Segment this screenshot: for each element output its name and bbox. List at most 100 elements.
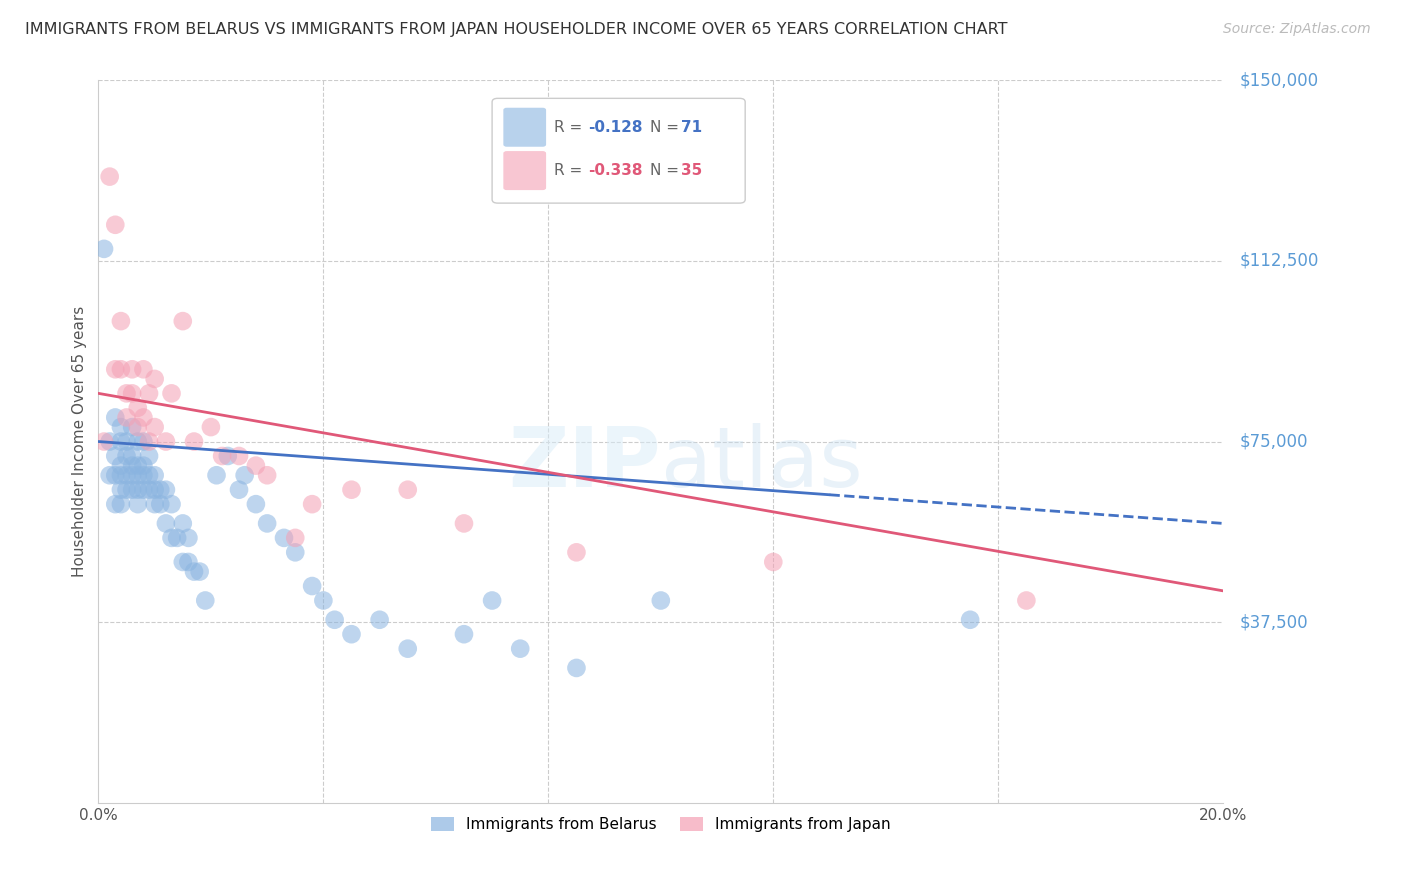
- Point: [127, 434, 149, 449]
- Point: [301, 579, 323, 593]
- Point: [104, 410, 127, 425]
- Point: [104, 449, 127, 463]
- Point: [132, 483, 155, 497]
- Point: [188, 565, 211, 579]
- Point: [284, 531, 307, 545]
- Point: [132, 362, 155, 376]
- Point: [104, 497, 127, 511]
- Point: [121, 483, 143, 497]
- Point: [368, 613, 391, 627]
- Point: [104, 362, 127, 376]
- Point: [121, 386, 143, 401]
- Point: [396, 483, 419, 497]
- Point: [1015, 593, 1038, 607]
- Point: [143, 483, 166, 497]
- Point: [121, 458, 143, 473]
- Point: [93, 434, 115, 449]
- Point: [121, 449, 143, 463]
- Point: [132, 468, 155, 483]
- Point: [155, 434, 177, 449]
- Point: [217, 449, 239, 463]
- Point: [98, 468, 121, 483]
- Point: [143, 420, 166, 434]
- Point: [323, 613, 346, 627]
- Point: [98, 169, 121, 184]
- Point: [155, 516, 177, 531]
- Point: [340, 483, 363, 497]
- Point: [115, 468, 138, 483]
- Point: [565, 545, 588, 559]
- Point: [284, 545, 307, 559]
- Point: [121, 362, 143, 376]
- Point: [115, 434, 138, 449]
- Point: [177, 531, 200, 545]
- Point: [160, 531, 183, 545]
- Text: N =: N =: [650, 120, 683, 135]
- Point: [256, 468, 278, 483]
- Point: [183, 565, 205, 579]
- Point: [127, 468, 149, 483]
- Point: [959, 613, 981, 627]
- Text: 35: 35: [681, 163, 703, 178]
- Point: [565, 661, 588, 675]
- Point: [149, 497, 172, 511]
- Point: [177, 555, 200, 569]
- Point: [115, 410, 138, 425]
- Point: [160, 386, 183, 401]
- Text: ZIP: ZIP: [509, 423, 661, 504]
- Point: [132, 458, 155, 473]
- Point: [762, 555, 785, 569]
- Text: 71: 71: [681, 120, 702, 135]
- Point: [172, 314, 194, 328]
- Text: atlas: atlas: [661, 423, 862, 504]
- Point: [138, 449, 160, 463]
- Point: [194, 593, 217, 607]
- Point: [228, 449, 250, 463]
- Text: $150,000: $150,000: [1240, 71, 1319, 89]
- Point: [110, 483, 132, 497]
- Point: [453, 627, 475, 641]
- Point: [205, 468, 228, 483]
- FancyBboxPatch shape: [503, 151, 546, 190]
- Point: [172, 555, 194, 569]
- Point: [245, 458, 267, 473]
- Text: R =: R =: [554, 120, 588, 135]
- Text: $37,500: $37,500: [1240, 613, 1309, 632]
- Point: [127, 458, 149, 473]
- Point: [127, 420, 149, 434]
- Point: [340, 627, 363, 641]
- Point: [650, 593, 672, 607]
- Point: [143, 497, 166, 511]
- Point: [453, 516, 475, 531]
- Point: [228, 483, 250, 497]
- Text: R =: R =: [554, 163, 588, 178]
- Point: [110, 314, 132, 328]
- Point: [115, 386, 138, 401]
- Legend: Immigrants from Belarus, Immigrants from Japan: Immigrants from Belarus, Immigrants from…: [425, 811, 897, 838]
- Point: [256, 516, 278, 531]
- Point: [166, 531, 188, 545]
- Point: [115, 449, 138, 463]
- Point: [104, 218, 127, 232]
- Point: [98, 434, 121, 449]
- Text: Source: ZipAtlas.com: Source: ZipAtlas.com: [1223, 22, 1371, 37]
- Point: [121, 420, 143, 434]
- Point: [121, 468, 143, 483]
- Point: [127, 401, 149, 415]
- FancyBboxPatch shape: [503, 108, 546, 147]
- Point: [110, 434, 132, 449]
- Point: [143, 468, 166, 483]
- Text: $75,000: $75,000: [1240, 433, 1309, 450]
- Text: $112,500: $112,500: [1240, 252, 1319, 270]
- Point: [233, 468, 256, 483]
- Point: [110, 468, 132, 483]
- Point: [312, 593, 335, 607]
- Point: [110, 458, 132, 473]
- Point: [110, 497, 132, 511]
- Point: [138, 483, 160, 497]
- Point: [132, 410, 155, 425]
- Point: [509, 641, 531, 656]
- Text: N =: N =: [650, 163, 683, 178]
- Point: [396, 641, 419, 656]
- Point: [104, 468, 127, 483]
